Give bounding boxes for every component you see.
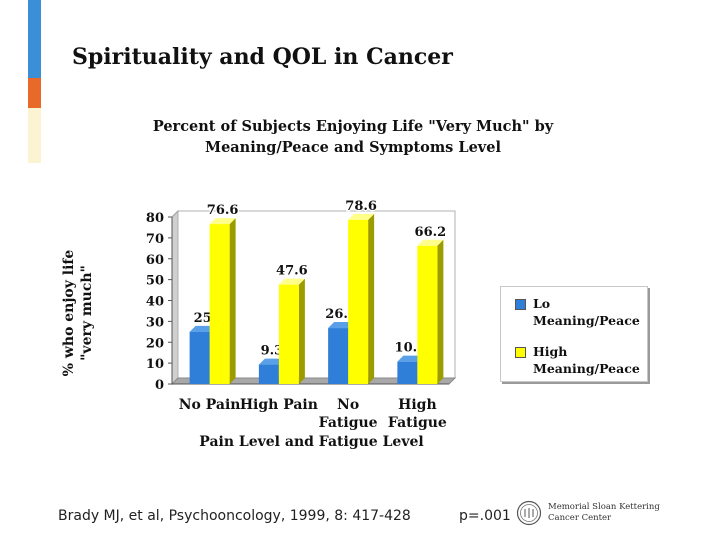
logo-text: Memorial Sloan Kettering Cancer Center xyxy=(548,502,660,523)
data-label: 9.3 xyxy=(261,344,284,359)
legend-item-lo: Lo Meaning/Peace xyxy=(515,295,640,329)
x-axis-title: Pain Level and Fatigue Level xyxy=(199,434,423,450)
plot-side-wall xyxy=(171,209,179,386)
data-label: 66.2 xyxy=(415,225,447,240)
y-axis-title-line: % who enjoy life xyxy=(61,250,77,377)
accent-bar-cream xyxy=(28,108,41,163)
x-tick-label: High Pain xyxy=(240,397,318,413)
bar-side xyxy=(368,213,375,384)
accent-bar-orange xyxy=(28,78,41,108)
x-tick-label: Fatigue xyxy=(319,415,378,431)
bar-top xyxy=(209,218,236,225)
mskcc-logo: Memorial Sloan Kettering Cancer Center xyxy=(516,500,660,526)
bar xyxy=(189,331,210,384)
y-tick-label: 10 xyxy=(146,357,164,372)
legend-swatch-lo xyxy=(515,299,526,310)
bar-top xyxy=(328,322,355,329)
bar xyxy=(397,361,418,384)
y-tick-label: 60 xyxy=(146,253,164,268)
legend-swatch-high xyxy=(515,347,526,358)
bar xyxy=(209,224,230,384)
citation: Brady MJ, et al, Psychooncology, 1999, 8… xyxy=(58,508,411,524)
bar-side xyxy=(437,239,444,384)
bar-side xyxy=(229,218,236,384)
bar xyxy=(328,328,349,384)
y-axis-title-line: "very much" xyxy=(79,265,95,361)
y-tick-label: 0 xyxy=(155,378,164,393)
x-tick-label: No Pain xyxy=(179,397,241,413)
chart-legend: Lo Meaning/Peace High Meaning/Peace xyxy=(500,286,648,382)
y-tick-label: 70 xyxy=(146,232,164,247)
data-label: 78.6 xyxy=(345,199,377,214)
data-label: 47.6 xyxy=(276,264,308,279)
data-label: 76.6 xyxy=(207,203,239,218)
data-label: 25 xyxy=(194,311,212,326)
x-tick-label: No xyxy=(337,397,359,413)
y-tick-label: 40 xyxy=(146,295,164,310)
p-value: p=.001 xyxy=(459,508,511,524)
legend-label-high: High Meaning/Peace xyxy=(533,344,640,376)
chart-title-line-1: Percent of Subjects Enjoying Life "Very … xyxy=(152,118,554,135)
bar xyxy=(348,219,369,384)
chart-title: Percent of Subjects Enjoying Life "Very … xyxy=(130,116,576,158)
bar-side xyxy=(298,278,305,384)
bar xyxy=(417,245,438,384)
bar-top xyxy=(348,213,375,220)
x-tick-label: Fatigue xyxy=(388,415,447,431)
accent-bar-blue xyxy=(28,0,41,78)
bar-top xyxy=(417,239,444,246)
y-tick-label: 30 xyxy=(146,315,164,330)
bar xyxy=(278,284,299,384)
y-tick-label: 80 xyxy=(146,211,164,226)
bar-top xyxy=(397,355,424,362)
bar-top xyxy=(278,278,305,285)
bar xyxy=(258,364,279,384)
mskcc-seal-icon xyxy=(516,500,542,526)
bar-top xyxy=(258,358,285,365)
legend-item-high: High Meaning/Peace xyxy=(515,343,640,377)
legend-label-lo: Lo Meaning/Peace xyxy=(533,296,640,328)
chart-title-line-2: Meaning/Peace and Symptoms Level xyxy=(205,139,501,156)
slide-title: Spirituality and QOL in Cancer xyxy=(72,44,453,70)
bar-top xyxy=(189,325,216,332)
x-tick-label: High xyxy=(398,397,437,413)
y-tick-label: 50 xyxy=(146,274,164,289)
y-tick-label: 20 xyxy=(146,336,164,351)
